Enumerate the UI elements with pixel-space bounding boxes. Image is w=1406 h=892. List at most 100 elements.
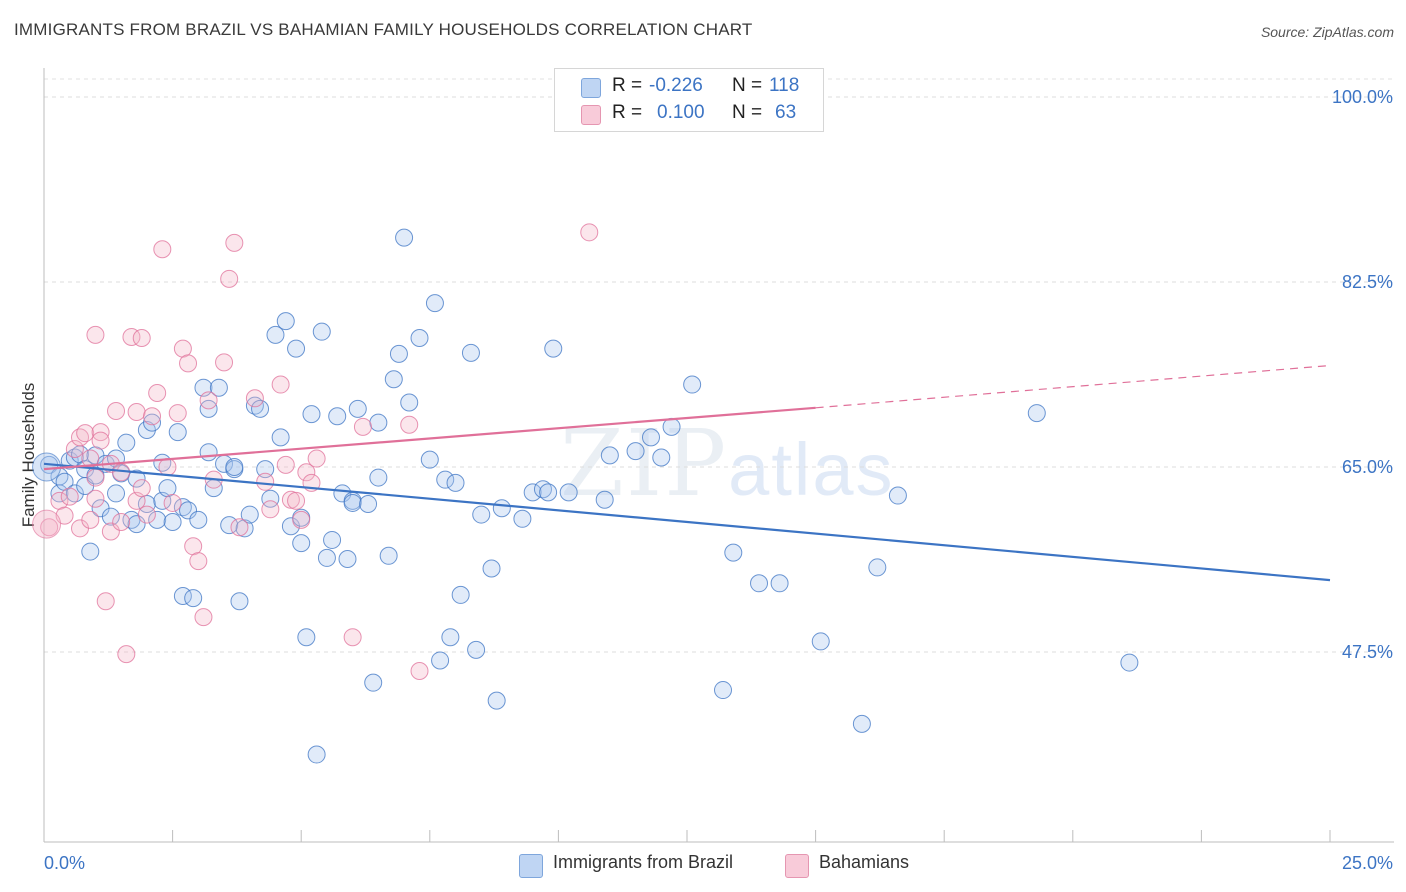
bahamians-point [168,404,187,423]
bahamians-point [199,391,218,410]
legend-item-bahamians: Bahamians [785,852,935,878]
bahamians-point [158,458,177,476]
brazil-point [117,433,136,452]
bahamians-point-cluster [32,509,62,539]
brazil-point [307,745,326,764]
bahamians-point [179,354,198,373]
stats-row-bahamians: R = 0.100 N = 63 [555,102,823,130]
brazil-point [852,714,871,733]
brazil-point [431,651,450,670]
brazil-point [523,483,542,502]
bahamians-point [292,510,311,529]
brazil-point [626,442,645,461]
brazil-point [888,486,907,505]
bahamians-point [112,512,131,531]
brazil-point [81,542,100,561]
bahamians-point [163,493,182,512]
brazil-point [750,574,769,593]
brazil-point [266,325,285,344]
brazil-point [143,413,162,432]
bahamians-point [271,375,290,394]
brazil-point [225,458,244,476]
bahamians-point [76,424,95,443]
brazil-point [724,543,743,562]
bahamians-point [230,518,249,537]
blue-swatch [581,78,601,98]
bahamians-point [153,240,172,259]
brazil-point [492,499,511,518]
bahamians-point [40,518,59,537]
brazil-point [461,343,480,362]
brazil-point [256,460,275,479]
brazil-point [420,450,439,469]
bahamians-point [137,505,156,524]
brazil-point [163,512,182,531]
bahamians-point [86,325,105,344]
brazil-point [209,378,228,397]
bahamians-point [410,662,429,681]
bahamians-point [225,233,244,252]
brazil-point [240,505,259,524]
brazil-point [230,592,249,611]
y-tick-label: 65.0% [1342,457,1393,477]
brazil-point [559,483,578,502]
y-tick-label: 47.5% [1342,642,1393,662]
r-value: 0.100 [657,102,705,123]
brazil-point [472,505,491,524]
bahamians-point [81,510,100,529]
stats-row-brazil: R = -0.226 N = 118 [555,75,823,103]
brazil-point [245,396,264,415]
bahamians-point [91,431,110,450]
brazil-point [600,446,619,465]
brazil-point [652,448,671,467]
brazil-point [369,468,388,487]
brazil-point [811,632,830,651]
brazil-point [487,691,506,710]
brazil-point [302,405,321,424]
brazil-point [50,484,69,503]
axes [43,68,1394,843]
n-label: N = [732,102,763,123]
bahamians-point [132,329,151,348]
y-tick-label: 100.0% [1332,87,1393,107]
legend-label: Bahamians [819,852,910,872]
brazil-point [395,228,414,247]
x-tick-label: 0.0% [44,853,85,873]
bahamians-point [245,389,264,408]
brazil-point [261,489,280,508]
brazil-point [343,493,362,512]
bahamians-point [143,407,162,426]
brazil-trend-line [43,462,1331,582]
brazil-point [533,480,552,499]
bahamians-point [148,384,167,402]
brazil-point [379,546,398,565]
brazil-point [410,329,429,348]
brazil-point [101,507,120,526]
brazil-point [467,640,486,659]
bahamians-point [86,489,105,508]
brazil-point [595,490,614,509]
brazil-point [384,370,403,389]
brazil-point [338,549,357,568]
bahamians-point [261,500,280,519]
bahamians-point [307,449,326,468]
bahamians-point [281,490,300,509]
n-value: 118 [769,75,800,96]
bahamians-trend-extension [815,364,1331,409]
brazil-point [127,469,146,488]
x-tick-label: 25.0% [1342,853,1393,873]
y-tick-label: 82.5% [1342,272,1393,292]
watermark: ZIPatlas [560,410,894,517]
brazil-point [189,510,208,529]
bahamians-point [65,440,84,459]
brazil-point [868,558,887,577]
legend-label: Immigrants from Brazil [553,852,734,872]
brazil-point [317,548,336,567]
r-label: R = [612,75,643,96]
series-immigrants-from-brazil [32,228,1139,764]
bahamians-point [96,592,115,611]
brazil-point [544,339,563,358]
brazil-point [323,530,342,549]
r-label: R = [612,102,643,123]
